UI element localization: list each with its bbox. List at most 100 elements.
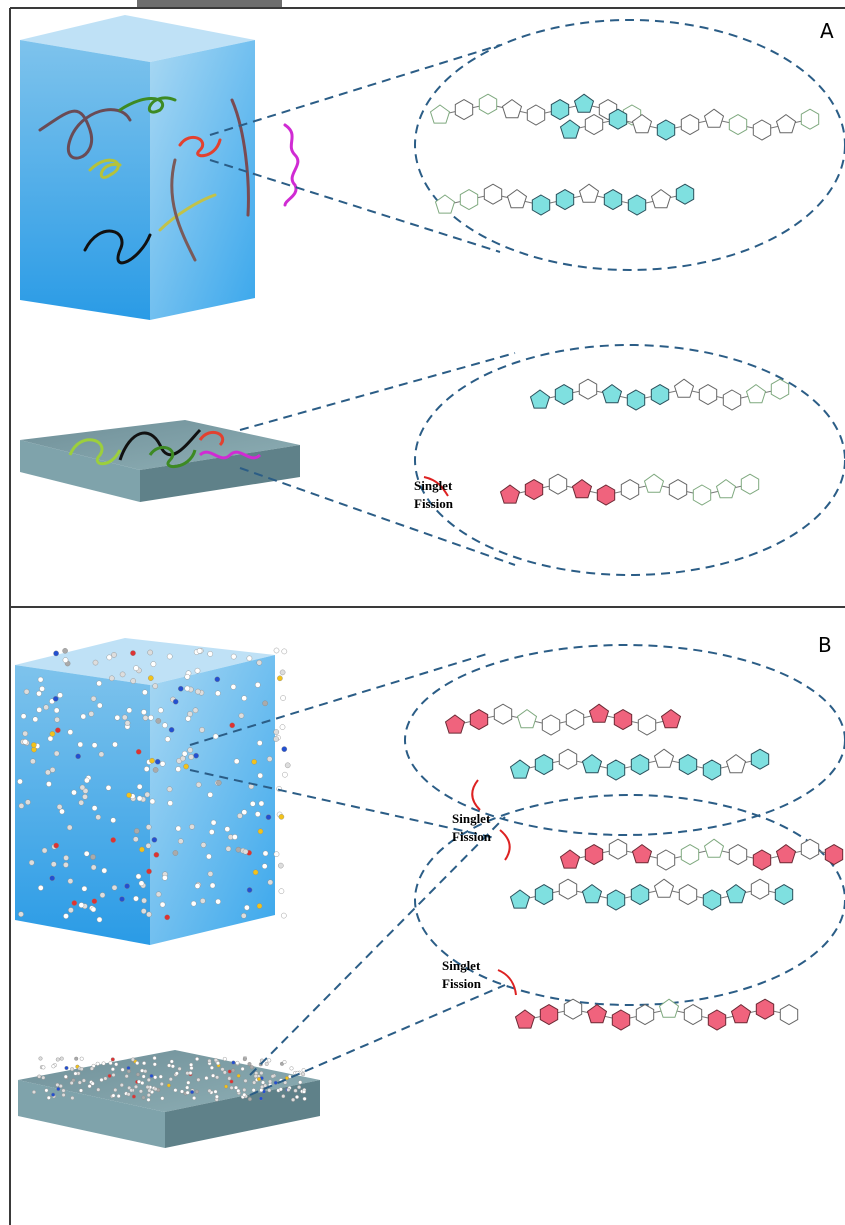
ring xyxy=(679,885,696,905)
ring xyxy=(681,115,698,135)
atom xyxy=(252,1081,256,1085)
arrow xyxy=(498,970,516,995)
atom xyxy=(211,1074,215,1078)
atom xyxy=(68,908,73,913)
atom xyxy=(294,1089,298,1093)
atom xyxy=(84,851,89,856)
atom xyxy=(139,1090,143,1094)
panel-label: A xyxy=(820,19,834,43)
atom xyxy=(237,1074,241,1078)
atom xyxy=(178,1067,182,1071)
molecules xyxy=(431,94,819,505)
atom xyxy=(134,828,139,833)
atom xyxy=(257,1077,261,1081)
ring xyxy=(655,749,674,767)
atom xyxy=(126,793,131,798)
atom xyxy=(50,767,55,772)
atom xyxy=(216,780,221,785)
atom xyxy=(102,1062,106,1066)
atom xyxy=(112,1073,116,1077)
ring xyxy=(729,845,746,865)
atom xyxy=(208,1089,212,1093)
ring xyxy=(460,190,477,210)
atom xyxy=(261,1081,265,1085)
atom xyxy=(170,1060,174,1064)
ring xyxy=(527,105,544,125)
atom xyxy=(152,837,157,842)
atom xyxy=(248,1062,252,1066)
atom xyxy=(42,848,47,853)
ring xyxy=(636,1005,653,1025)
atom xyxy=(19,803,24,808)
atom xyxy=(142,1096,146,1100)
ring xyxy=(607,890,624,910)
ring xyxy=(741,474,758,494)
atom xyxy=(142,1061,146,1065)
atom xyxy=(65,1066,69,1070)
atom xyxy=(221,1068,225,1072)
atom xyxy=(231,654,236,659)
annotation: Singlet xyxy=(442,958,481,973)
ring xyxy=(561,120,580,138)
atom xyxy=(90,854,95,859)
atom xyxy=(127,1093,131,1097)
atom xyxy=(141,1081,145,1085)
atom xyxy=(167,654,172,659)
atom xyxy=(162,723,167,728)
ring xyxy=(540,1005,557,1025)
atom xyxy=(162,875,167,880)
atom xyxy=(51,1093,55,1097)
atom xyxy=(285,763,290,768)
atom xyxy=(57,804,62,809)
atom xyxy=(137,784,142,789)
ring xyxy=(717,480,736,498)
ring xyxy=(583,885,602,903)
atom xyxy=(263,701,268,706)
atom xyxy=(59,1084,63,1088)
annotation: Fission xyxy=(452,829,492,844)
atom xyxy=(182,751,187,756)
atom xyxy=(63,658,68,663)
top-tab xyxy=(137,0,282,8)
atom xyxy=(153,767,158,772)
atom xyxy=(62,1089,66,1093)
atom xyxy=(160,761,165,766)
atom xyxy=(283,1060,287,1064)
atom xyxy=(64,855,69,860)
atom xyxy=(243,1093,247,1097)
ring xyxy=(588,1005,607,1023)
atom xyxy=(97,703,102,708)
ring xyxy=(470,710,487,730)
ring xyxy=(556,190,573,210)
atom xyxy=(125,1074,129,1078)
atom xyxy=(242,810,247,815)
ring xyxy=(551,100,568,120)
ring xyxy=(583,755,602,773)
atom xyxy=(302,1090,306,1094)
atom xyxy=(223,1071,227,1075)
ring xyxy=(607,760,624,780)
atom xyxy=(147,1098,151,1102)
atom xyxy=(130,1089,134,1093)
atom xyxy=(93,660,98,665)
atom xyxy=(54,651,59,656)
atom xyxy=(96,1062,100,1066)
atom xyxy=(104,1077,108,1081)
atom xyxy=(241,913,246,918)
atom xyxy=(127,708,132,713)
atom xyxy=(174,1088,178,1092)
atom xyxy=(50,876,55,881)
atom xyxy=(39,1057,43,1061)
atom xyxy=(92,806,97,811)
atom xyxy=(33,717,38,722)
ring xyxy=(446,715,465,733)
cube-side xyxy=(150,655,275,945)
atom xyxy=(279,889,284,894)
atom xyxy=(57,1087,61,1091)
atom xyxy=(230,1086,234,1090)
atom xyxy=(298,1081,302,1085)
atom xyxy=(210,1066,214,1070)
atom xyxy=(146,912,151,917)
atom xyxy=(150,1074,154,1078)
atom xyxy=(165,737,170,742)
